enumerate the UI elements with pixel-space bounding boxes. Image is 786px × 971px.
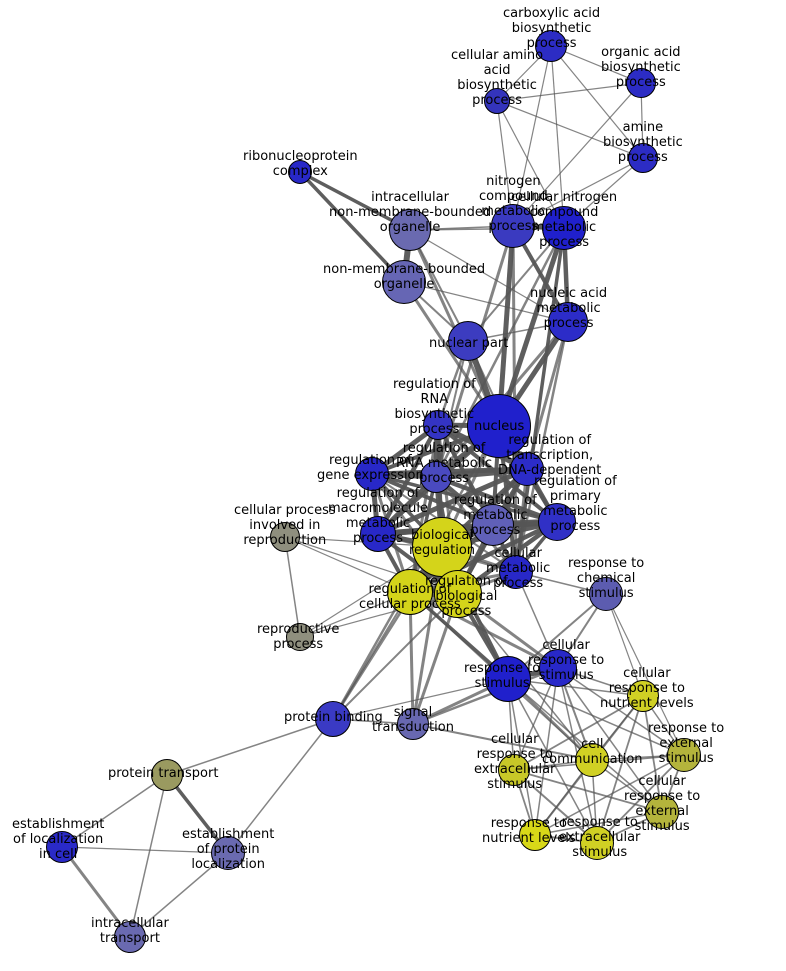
graph-edge [409,519,558,595]
graph-node-biological-regulation[interactable] [412,517,472,577]
graph-node-regulation-of-cellular-process[interactable] [387,569,433,615]
graph-node-cell-communication[interactable] [575,743,609,777]
graph-edge [605,593,685,756]
graph-edge [412,723,593,761]
graph-edge [166,718,334,776]
graph-node-cellular-nitrogen-compound-metabolic-process[interactable] [542,206,586,250]
graph-edge [512,82,642,227]
graph-edge [299,593,459,638]
graph-node-regulation-of-rna-biosynthetic-process[interactable] [423,410,453,440]
graph-node-nucleus[interactable] [467,394,531,458]
graph-edge [496,227,567,427]
graph-node-response-to-external-stimulus[interactable] [667,738,701,772]
graph-edge [496,82,642,102]
graph-node-establishment-of-protein-localization[interactable] [211,836,245,870]
graph-edge [409,229,569,323]
graph-edge [496,100,644,159]
graph-edge [596,754,685,844]
graph-edge [512,157,644,227]
graph-node-regulation-of-transcription-dna-dependent[interactable] [510,452,544,486]
graph-edge [227,718,334,854]
graph-node-response-to-extracellular-stimulus[interactable] [580,826,614,860]
graph-edge [60,846,132,938]
graph-node-regulation-of-gene-expression[interactable] [355,457,389,491]
graph-edge [409,227,565,231]
graph-edge [467,227,565,342]
graph-node-regulation-of-rna-metabolic-process[interactable] [420,461,452,493]
graph-node-response-to-stimulus[interactable] [485,656,531,702]
graph-node-amine-biosynthetic-process[interactable] [628,143,658,173]
graph-node-intracellular-transport[interactable] [114,921,146,953]
graph-edge [129,774,168,938]
graph-edge [496,100,565,229]
graph-node-cellular-response-to-nutrient-levels[interactable] [627,680,659,712]
graph-node-cellular-response-to-extracellular-stimulus[interactable] [498,754,530,786]
graph-edge [332,678,509,720]
graph-edge [284,536,301,638]
graph-node-organic-acid-biosynthetic-process[interactable] [626,68,656,98]
graph-node-response-to-chemical-stimulus[interactable] [589,577,623,611]
graph-node-cellular-metabolic-process[interactable] [499,555,533,589]
graph-node-regulation-of-metabolic-process[interactable] [472,504,514,546]
graph-node-protein-binding[interactable] [315,701,351,737]
graph-edge [332,593,459,720]
graph-edge [550,45,565,229]
graph-node-regulation-of-macromolecule-metabolic-process[interactable] [360,516,396,552]
graph-edge [409,590,559,670]
graph-edge [403,281,569,323]
graph-node-regulation-of-primary-metabolic-process[interactable] [538,503,576,541]
graph-node-response-to-nutrient-levels[interactable] [519,819,551,851]
graph-edge [412,666,559,726]
graph-node-protein-transport[interactable] [151,759,183,791]
graph-node-signal-transduction[interactable] [397,708,429,740]
graph-edge [298,170,406,284]
graph-edge [496,225,516,427]
graph-node-cellular-response-to-stimulus[interactable] [539,649,577,687]
graph-edge [377,466,528,537]
graph-node-regulation-of-biological-process[interactable] [434,570,482,618]
graph-edge [376,423,440,536]
graph-node-intracellular-non-membrane-bounded-organelle[interactable] [389,209,431,251]
graph-edge [512,45,552,227]
graph-node-nucleic-acid-metabolic-process[interactable] [548,302,588,342]
graph-edge [557,667,685,756]
graph-edge [534,754,685,836]
graph-edge [513,695,644,771]
graph-edge [525,321,570,470]
graph-edge [61,846,229,854]
graph-edge [507,678,685,756]
graph-edge [513,769,663,813]
graph-node-nitrogen-compound-metabolic-process[interactable] [491,204,535,248]
graph-node-cellular-response-to-external-stimulus[interactable] [645,795,679,829]
graph-edge [534,811,663,836]
graph-node-establishment-of-localization-in-cell[interactable] [46,831,78,863]
graph-node-non-membrane-bounded-organelle[interactable] [382,260,426,304]
graph-node-cellular-amino-acid-biosynthetic-process[interactable] [484,88,510,114]
graph-node-carboxylic-acid-biosynthetic-process[interactable] [535,30,567,62]
graph-node-cellular-process-involved-in-reproduction[interactable] [270,522,300,552]
graph-edge [642,695,663,813]
graph-node-reproductive-process[interactable] [286,623,314,651]
graph-edge [550,45,644,159]
graph-edge [61,774,168,848]
graph-edge [507,678,598,844]
graph-edge [596,695,644,844]
graph-node-nuclear-part[interactable] [448,321,488,361]
graph-edge [129,852,229,938]
graph-edge [513,769,598,844]
graph-edge [605,593,644,697]
graph-node-ribonucleoprotein-complex[interactable] [288,160,312,184]
